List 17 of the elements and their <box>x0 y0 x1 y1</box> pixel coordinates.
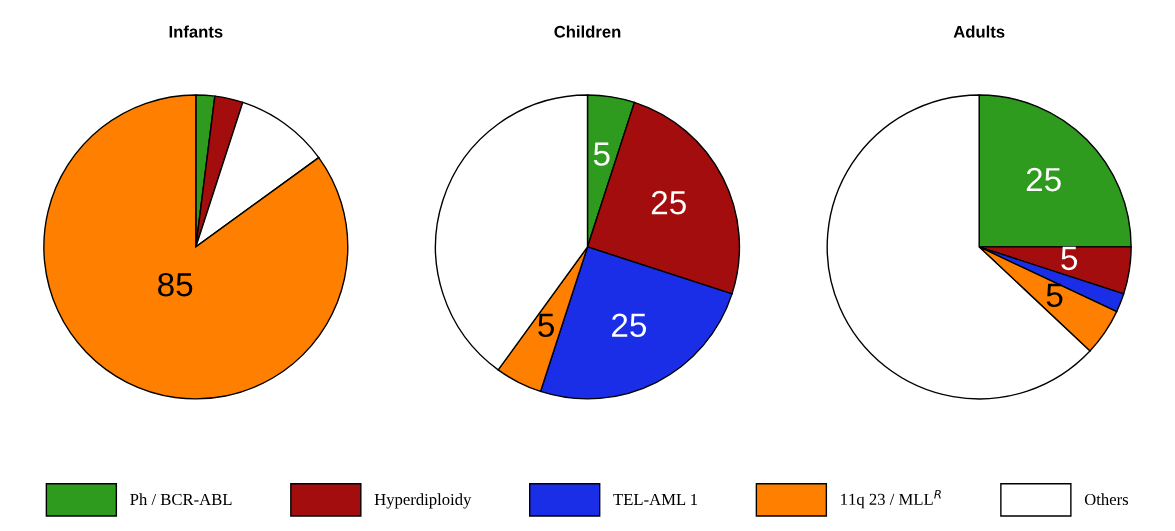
data-label: 25 <box>1026 167 1061 192</box>
legend-label: Hyperdiploidy <box>374 493 472 509</box>
chart-title: Adults <box>953 25 1005 38</box>
data-label: 25 <box>651 190 686 215</box>
chart-title: Infants <box>169 25 223 38</box>
data-label: 5 <box>538 313 554 338</box>
legend-label: Others <box>1084 493 1129 506</box>
data-label: 5 <box>593 142 610 166</box>
legend-label: 11q 23 / MLL$^{R}$ <box>841 489 941 509</box>
data-label: 85 <box>158 272 193 297</box>
pie-slice <box>43 94 349 400</box>
legend-label: Ph / BCR-ABL <box>130 493 232 506</box>
data-label: 5 <box>1046 283 1063 308</box>
chart-title: Children <box>554 25 621 38</box>
data-label: 5 <box>1061 246 1078 271</box>
data-label: 25 <box>612 313 647 338</box>
legend-label: TEL-AML 1 <box>613 493 698 505</box>
